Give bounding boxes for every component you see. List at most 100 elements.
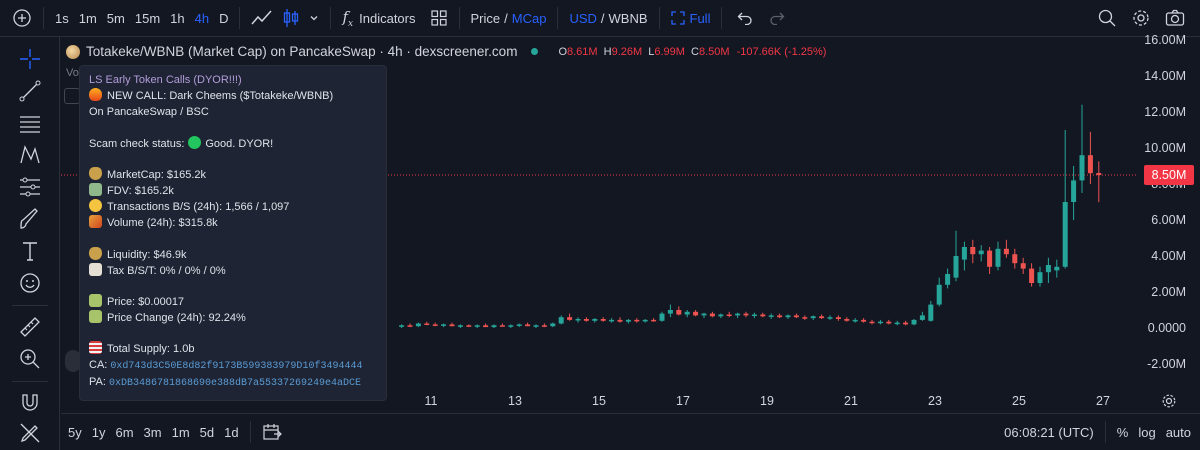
pattern-tool[interactable] <box>16 141 44 169</box>
candle-body[interactable] <box>457 325 463 327</box>
candle-body[interactable] <box>970 247 976 255</box>
candle-body[interactable] <box>432 324 438 326</box>
candle-body[interactable] <box>911 319 917 325</box>
candle-body[interactable] <box>894 322 900 325</box>
candle-body[interactable] <box>995 248 1001 267</box>
candle-body[interactable] <box>777 315 783 318</box>
candle-body[interactable] <box>1029 268 1035 283</box>
candle-body[interactable] <box>726 314 732 317</box>
undo-button[interactable] <box>732 5 758 31</box>
interval-d[interactable]: D <box>219 10 229 26</box>
candle-body[interactable] <box>651 319 657 322</box>
candle-body[interactable] <box>793 315 799 318</box>
candle-body[interactable] <box>1045 265 1051 273</box>
candle-body[interactable] <box>961 247 967 260</box>
lock-drawing-tool[interactable] <box>16 419 44 447</box>
price-chart[interactable] <box>61 38 1136 413</box>
full-range-button[interactable]: Full <box>666 5 716 31</box>
interval-5m[interactable]: 5m <box>106 10 125 26</box>
candle-body[interactable] <box>1079 155 1085 181</box>
candle-body[interactable] <box>516 324 522 326</box>
candle-body[interactable] <box>642 319 648 322</box>
candle-body[interactable] <box>399 325 405 327</box>
candle-body[interactable] <box>743 313 749 316</box>
candle-body[interactable] <box>676 310 682 315</box>
chart-type-dropdown[interactable] <box>304 5 324 31</box>
scroll-marker[interactable] <box>65 350 81 372</box>
emoji-tool[interactable] <box>16 269 44 297</box>
candle-body[interactable] <box>567 317 573 320</box>
crosshair-tool[interactable] <box>16 45 44 73</box>
candle-body[interactable] <box>491 325 497 328</box>
ca-value[interactable]: 0xd743d3C50E8d82f9173B599383979D10f34944… <box>110 361 363 373</box>
interval-1h[interactable]: 1h <box>170 10 185 26</box>
range-6m[interactable]: 6m <box>115 424 134 440</box>
candle-body[interactable] <box>835 317 841 319</box>
horizontal-lines-tool[interactable] <box>16 109 44 137</box>
candle-body[interactable] <box>525 324 531 327</box>
candle-body[interactable] <box>928 304 934 321</box>
candle-body[interactable] <box>751 314 757 317</box>
interval-1s[interactable]: 1s <box>55 10 69 26</box>
fib-tool[interactable] <box>16 173 44 201</box>
percent-scale-button[interactable]: % <box>1116 424 1129 440</box>
candle-body[interactable] <box>1071 180 1077 202</box>
interval-4h[interactable]: 4h <box>194 10 210 26</box>
time-axis[interactable]: 11 13 15 17 19 21 23 25 27 <box>61 388 1136 413</box>
candle-body[interactable] <box>600 319 606 321</box>
interval-1m[interactable]: 1m <box>78 10 97 26</box>
utc-clock[interactable]: 06:08:21 (UTC) <box>1004 424 1094 440</box>
interval-15m[interactable]: 15m <box>134 10 161 26</box>
candle-body[interactable] <box>667 310 673 314</box>
candle-body[interactable] <box>709 313 715 317</box>
candle-body[interactable] <box>978 250 984 255</box>
candle-body[interactable] <box>449 324 455 327</box>
candle-body[interactable] <box>768 315 774 317</box>
text-tool[interactable] <box>16 237 44 265</box>
candle-body[interactable] <box>533 325 539 327</box>
candle-body[interactable] <box>499 325 505 327</box>
date-range-button[interactable] <box>257 419 287 445</box>
candle-body[interactable] <box>852 319 858 322</box>
candle-body[interactable] <box>785 315 791 318</box>
candle-body[interactable] <box>869 321 875 324</box>
candle-body[interactable] <box>919 315 925 320</box>
pa-value[interactable]: 0xDB3486781868690e388dB7a55337269249e4aD… <box>108 377 362 389</box>
candle-body[interactable] <box>1096 173 1102 175</box>
auto-scale-button[interactable]: auto <box>1165 424 1191 440</box>
price-axis[interactable]: 16.00M 14.00M 12.00M 10.00M 8.00M 6.00M … <box>1136 33 1200 413</box>
settings-button[interactable] <box>1126 5 1156 31</box>
candle-body[interactable] <box>1087 155 1093 174</box>
candle-body[interactable] <box>583 319 589 321</box>
candle-body[interactable] <box>953 256 959 278</box>
range-3m[interactable]: 3m <box>143 424 162 440</box>
legend-collapse-button[interactable] <box>64 88 80 104</box>
candle-body[interactable] <box>1062 202 1068 267</box>
redo-button[interactable] <box>764 5 790 31</box>
candle-body[interactable] <box>827 317 833 319</box>
zoom-in-tool[interactable] <box>16 345 44 373</box>
brush-tool[interactable] <box>16 205 44 233</box>
candle-body[interactable] <box>474 325 480 327</box>
templates-button[interactable] <box>425 5 453 31</box>
candle-body[interactable] <box>886 321 892 324</box>
candle-body[interactable] <box>903 322 909 325</box>
candle-body[interactable] <box>592 319 598 321</box>
candle-body[interactable] <box>407 325 413 327</box>
candle-body[interactable] <box>1003 248 1009 255</box>
candle-body[interactable] <box>634 319 640 322</box>
candle-body[interactable] <box>541 325 547 327</box>
candle-body[interactable] <box>508 325 514 327</box>
candle-body[interactable] <box>659 313 665 321</box>
log-scale-button[interactable]: log <box>1138 424 1156 440</box>
candle-body[interactable] <box>735 313 741 316</box>
candle-body[interactable] <box>550 323 556 327</box>
candle-body[interactable] <box>483 325 489 328</box>
range-5y[interactable]: 5y <box>68 424 82 440</box>
candle-body[interactable] <box>861 319 867 322</box>
zoom-search-button[interactable] <box>1092 5 1122 31</box>
candle-body[interactable] <box>575 319 581 321</box>
candle-body[interactable] <box>819 316 825 319</box>
candle-body[interactable] <box>609 319 615 322</box>
currency-toggle[interactable]: USD / WBNB <box>564 5 652 31</box>
